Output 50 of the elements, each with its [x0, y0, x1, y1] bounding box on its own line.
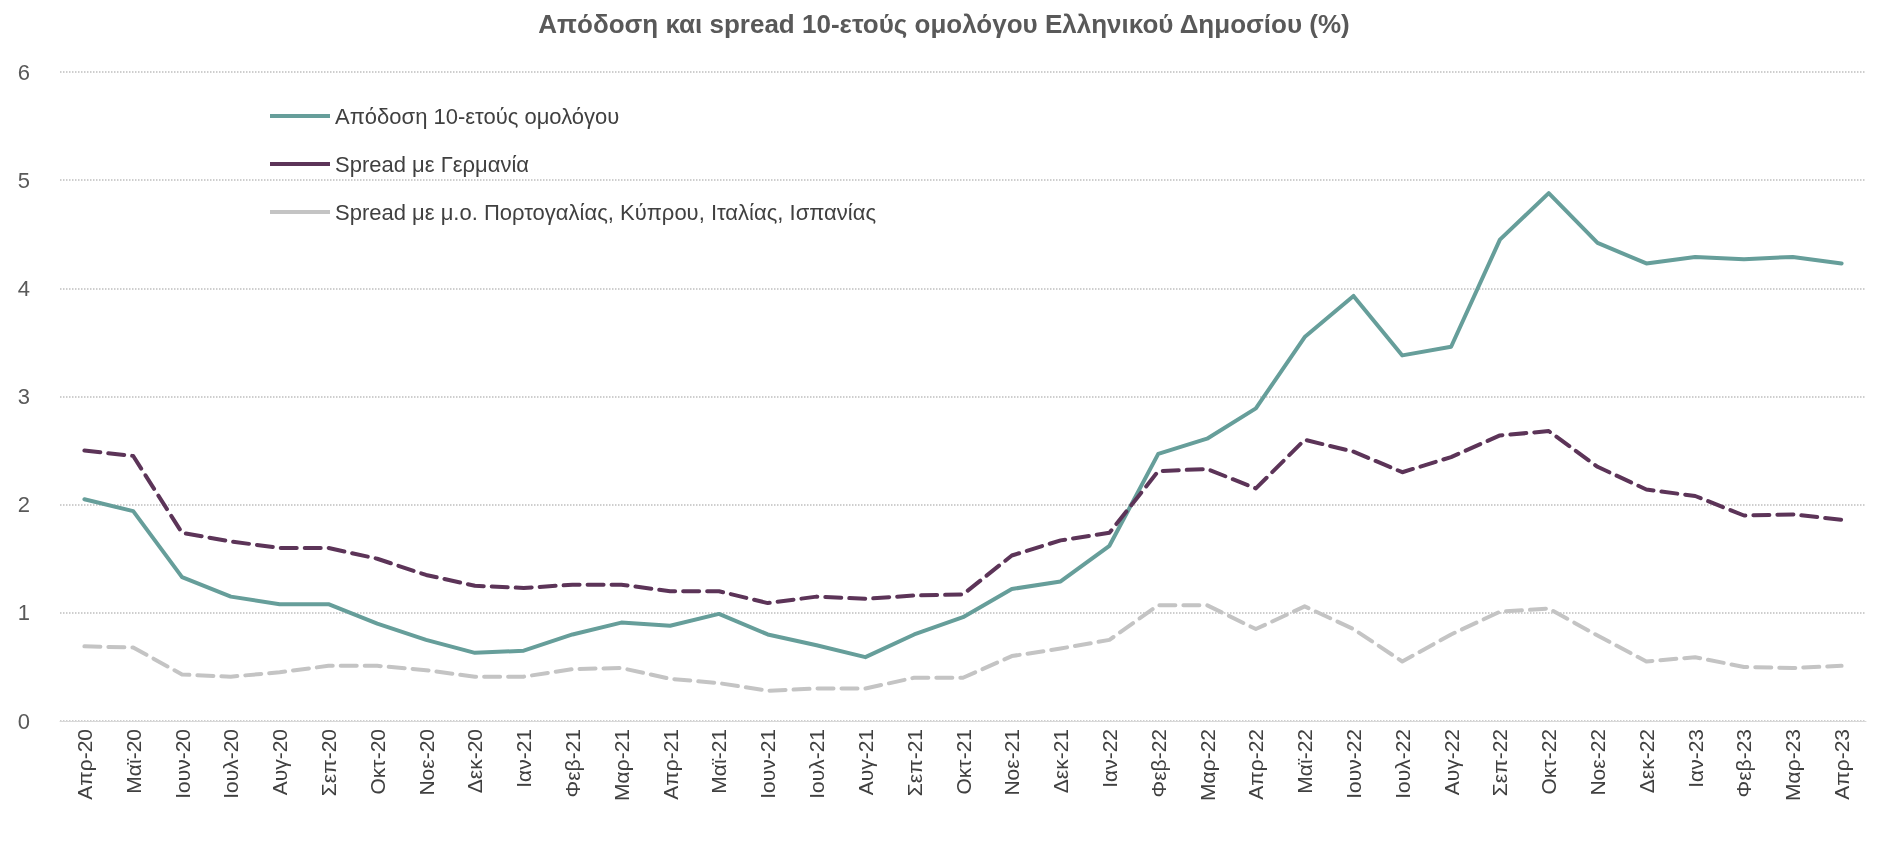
x-tick-label: Ιουλ-20	[219, 729, 243, 799]
x-tick-label: Ιαν-22	[1097, 729, 1121, 788]
y-tick-label: 3	[17, 384, 30, 409]
y-tick-label: 6	[17, 59, 30, 85]
x-tick-label: Δεκ-22	[1634, 729, 1658, 794]
x-tick-label: Απρ-21	[658, 729, 682, 800]
y-tick-label: 5	[17, 167, 30, 193]
x-tick-label: Ιουλ-21	[805, 729, 829, 799]
x-tick-label: Ιουλ-22	[1390, 729, 1414, 799]
x-tick-label: Νοε-21	[1000, 729, 1024, 796]
x-tick-label: Μαϊ-22	[1293, 729, 1317, 794]
x-tick-label: Δεκ-21	[1049, 729, 1073, 794]
line-series	[82, 429, 1844, 606]
x-tick-label: Φεβ-22	[1146, 729, 1170, 798]
legend-label: Spread με Γερμανία	[335, 151, 530, 177]
x-tick-label: Ιουν-21	[756, 729, 780, 799]
x-tick-label: Αυγ-20	[268, 729, 292, 796]
x-tick-label: Σεπ-21	[902, 729, 926, 797]
x-tick-label: Σεπ-20	[316, 729, 340, 797]
x-tick-label: Ιουν-22	[1341, 729, 1365, 799]
x-tick-label: Νοε-22	[1586, 729, 1610, 796]
x-tick-label: Μαϊ-20	[121, 729, 145, 794]
x-tick-label: Μαϊ-21	[707, 729, 731, 794]
x-tick-label: Φεβ-23	[1732, 729, 1756, 798]
x-tick-label: Απρ-20	[72, 729, 96, 800]
x-tick-label: Οκτ-21	[951, 729, 975, 795]
x-tick-label: Αυγ-22	[1439, 729, 1463, 796]
x-tick-label: Οκτ-22	[1537, 729, 1561, 795]
line-series	[82, 191, 1844, 660]
x-tick-label: Νοε-20	[414, 729, 438, 796]
x-tick-label: Μαρ-23	[1781, 729, 1805, 801]
y-tick-label: 1	[17, 600, 30, 626]
x-tick-label: Απρ-23	[1830, 729, 1854, 800]
x-tick-label: Μαρ-21	[609, 729, 633, 801]
x-tick-label: Ιαν-21	[512, 729, 536, 788]
x-tick-label: Αυγ-21	[853, 729, 877, 796]
x-tick-label: Απρ-22	[1244, 729, 1268, 800]
x-tick-label: Ιουν-20	[170, 729, 194, 799]
x-tick-label: Μαρ-22	[1195, 729, 1219, 801]
y-tick-label: 2	[17, 492, 30, 518]
x-tick-label: Φεβ-21	[561, 729, 585, 798]
legend-label: Απόδοση 10-ετούς ομολόγου	[335, 103, 620, 129]
x-tick-label: Σεπ-22	[1488, 729, 1512, 797]
y-tick-label: 0	[17, 708, 30, 734]
chart-title: Απόδοση και spread 10-ετούς ομολόγου Ελληνικού Δημοσίου (%)	[538, 9, 1350, 39]
x-tick-label: Δεκ-20	[463, 729, 487, 794]
x-tick-label: Οκτ-20	[365, 729, 389, 795]
y-tick-label: 4	[17, 275, 30, 301]
x-tick-label: Ιαν-23	[1683, 729, 1707, 788]
legend-label: Spread με μ.ο. Πορτογαλίας, Κύπρου, Ιταλίας, Ισπανίας	[335, 199, 877, 225]
